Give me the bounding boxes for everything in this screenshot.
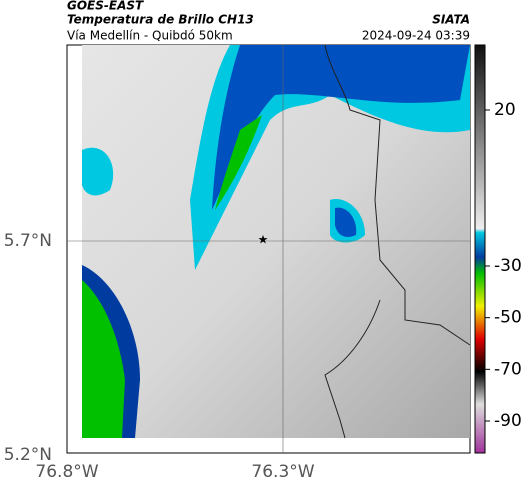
colorbar-label: -90 bbox=[494, 411, 522, 431]
colorbar-label: -50 bbox=[494, 308, 522, 328]
lon-label: 76.8°W bbox=[35, 462, 98, 482]
colorbar-label: -30 bbox=[494, 256, 522, 276]
colorbar bbox=[474, 44, 486, 454]
product: Temperatura de Brillo CH13 bbox=[67, 13, 254, 27]
colorbar-label: -70 bbox=[494, 359, 522, 379]
satellite: GOES-EAST bbox=[67, 0, 144, 13]
borders bbox=[324, 44, 471, 439]
cold-cloud bbox=[82, 45, 470, 438]
source: SIATA bbox=[432, 13, 470, 27]
colorbar-label: 20 bbox=[494, 100, 516, 120]
lat-label: 5.7°N bbox=[4, 231, 52, 251]
location-marker: ★ bbox=[258, 233, 269, 247]
lat-label: 5.2°N bbox=[4, 445, 52, 465]
timestamp: 2024-09-24 03:39 bbox=[362, 29, 470, 43]
lon-label: 76.3°W bbox=[251, 462, 314, 482]
route: Vía Medellín - Quibdó 50km bbox=[67, 29, 233, 43]
